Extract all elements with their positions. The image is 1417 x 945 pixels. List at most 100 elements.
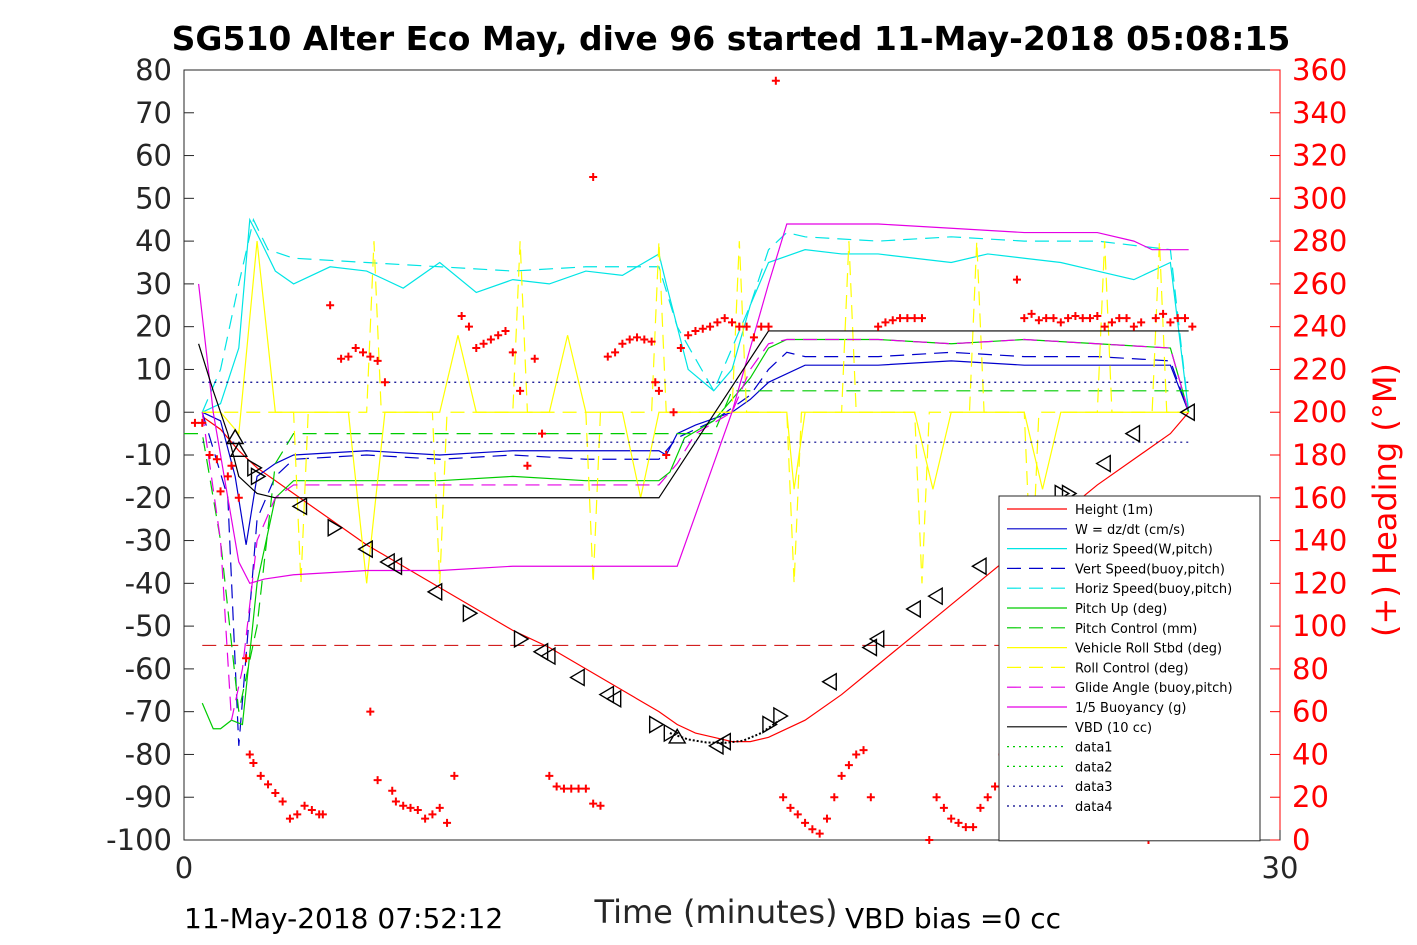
heading-point-85 xyxy=(764,322,773,331)
heading-point-134 xyxy=(1122,314,1131,323)
heading-point-113 xyxy=(969,823,978,832)
heading-point-50 xyxy=(523,461,532,470)
heading-point-42 xyxy=(464,322,473,331)
legend-label-glide-angle-buoy-pitch: Glide Angle (buoy,pitch) xyxy=(1075,681,1233,696)
footer-timestamp: 11-May-2018 07:52:12 xyxy=(184,902,503,935)
series-vert-speed-buoy-pitch xyxy=(201,351,1190,746)
heading-point-65 xyxy=(625,335,634,344)
heading-point-32 xyxy=(391,797,400,806)
heading-point-104 xyxy=(903,314,912,323)
series-horiz-speed-w-pitch xyxy=(202,217,1190,413)
heading-point-143 xyxy=(1188,322,1197,331)
legend-label-data4: data4 xyxy=(1075,800,1113,815)
heading-point-58 xyxy=(581,784,590,793)
heading-point-48 xyxy=(508,348,517,357)
heading-point-86 xyxy=(771,76,780,85)
y-tick-label-4: 40 xyxy=(135,224,172,258)
y2-tick-label-13: 100 xyxy=(1292,609,1347,643)
heading-point-52 xyxy=(538,429,547,438)
triangle-marker-34 xyxy=(1179,402,1195,422)
triangle-marker-21 xyxy=(715,732,731,751)
y2-tick-label-14: 80 xyxy=(1292,652,1329,686)
y-tick-label-13: -50 xyxy=(125,609,172,643)
heading-point-135 xyxy=(1129,322,1138,331)
triangle-marker-11 xyxy=(513,629,530,649)
heading-point-57 xyxy=(574,784,583,793)
heading-point-81 xyxy=(735,322,744,331)
heading-point-121 xyxy=(1027,309,1036,318)
heading-point-51 xyxy=(530,354,539,363)
heading-point-15 xyxy=(285,814,294,823)
y2-tick-label-11: 140 xyxy=(1292,524,1347,558)
heading-point-31 xyxy=(388,786,397,795)
heading-point-7 xyxy=(234,493,243,502)
heading-point-43 xyxy=(472,344,481,353)
heading-point-95 xyxy=(837,771,846,780)
heading-point-37 xyxy=(428,810,437,819)
y2-tick-label-3: 300 xyxy=(1292,181,1347,215)
heading-point-55 xyxy=(559,784,568,793)
triangle-marker-23 xyxy=(773,706,789,726)
heading-point-25 xyxy=(359,348,368,357)
heading-point-54 xyxy=(552,782,561,791)
legend-label-pitch-up-deg: Pitch Up (deg) xyxy=(1075,602,1167,617)
heading-point-9 xyxy=(245,750,254,759)
heading-point-10 xyxy=(249,759,258,767)
heading-point-45 xyxy=(486,335,495,344)
heading-point-18 xyxy=(307,806,316,815)
heading-point-17 xyxy=(300,801,309,810)
triangle-marker-24 xyxy=(821,672,837,691)
heading-point-71 xyxy=(662,451,671,459)
y2-tick-label-4: 280 xyxy=(1292,224,1347,258)
heading-point-67 xyxy=(640,335,649,344)
triangle-marker-1 xyxy=(229,441,249,458)
heading-point-132 xyxy=(1107,318,1116,327)
heading-point-64 xyxy=(618,339,627,348)
footer-vbd-bias: VBD bias =0 cc xyxy=(845,902,1061,935)
triangle-marker-14 xyxy=(569,668,585,687)
heading-point-13 xyxy=(271,788,280,797)
heading-point-139 xyxy=(1159,309,1168,318)
y2-tick-label-12: 120 xyxy=(1292,566,1347,600)
triangle-marker-6 xyxy=(357,539,373,559)
triangle-marker-5 xyxy=(327,518,344,537)
heading-point-1 xyxy=(198,418,207,427)
y2-tick-label-0: 360 xyxy=(1292,53,1347,87)
y2-tick-label-1: 340 xyxy=(1292,96,1347,130)
y2-tick-label-18: 0 xyxy=(1292,823,1310,857)
heading-point-82 xyxy=(742,322,751,331)
y-tick-label-9: -10 xyxy=(125,438,172,472)
heading-point-92 xyxy=(815,829,824,838)
heading-point-53 xyxy=(545,771,554,780)
heading-point-47 xyxy=(501,326,510,335)
triangle-marker-27 xyxy=(905,599,921,619)
heading-point-127 xyxy=(1071,311,1080,320)
heading-point-41 xyxy=(457,311,466,320)
y-tick-label-1: 70 xyxy=(135,96,172,130)
x-tick-label-1: 30 xyxy=(1262,851,1299,885)
heading-point-116 xyxy=(991,782,1000,791)
y2-tick-label-6: 240 xyxy=(1292,310,1347,344)
heading-point-96 xyxy=(844,761,853,770)
heading-point-5 xyxy=(223,472,232,481)
triangle-marker-8 xyxy=(386,556,403,576)
heading-point-124 xyxy=(1049,314,1058,323)
heading-point-140 xyxy=(1166,318,1175,327)
heading-point-2 xyxy=(205,451,214,459)
legend-label-data1: data1 xyxy=(1075,741,1113,756)
heading-point-130 xyxy=(1093,311,1102,320)
series-1-5-buoyancy-g xyxy=(198,223,1189,585)
heading-point-56 xyxy=(567,784,576,793)
triangle-marker-19 xyxy=(667,727,687,744)
triangle-marker-25 xyxy=(861,638,878,657)
heading-point-24 xyxy=(351,344,360,353)
heading-point-77 xyxy=(706,322,715,331)
heading-point-70 xyxy=(654,386,663,395)
triangle-marker-16 xyxy=(605,689,622,709)
heading-point-69 xyxy=(651,378,660,387)
heading-point-16 xyxy=(293,810,302,819)
triangle-marker-17 xyxy=(648,715,665,734)
y-tick-label-5: 30 xyxy=(135,267,172,301)
heading-point-14 xyxy=(278,797,287,806)
